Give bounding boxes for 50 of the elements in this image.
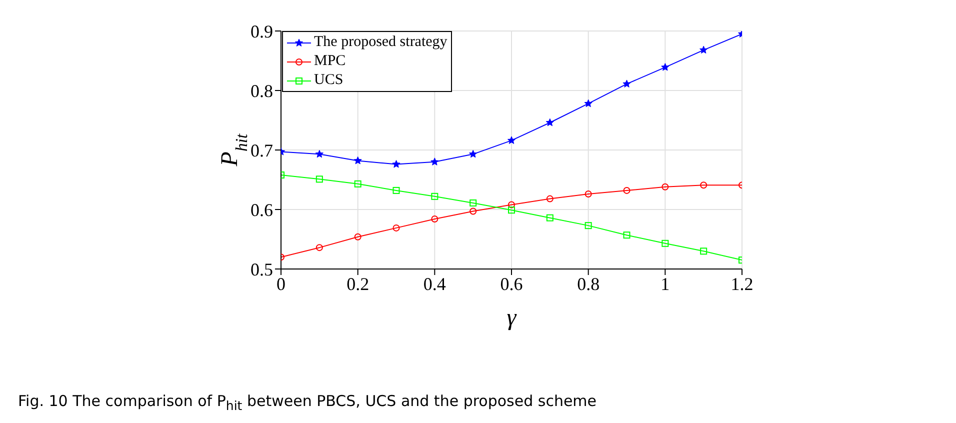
point <box>662 183 669 190</box>
point <box>584 222 592 230</box>
point <box>316 244 323 252</box>
point <box>546 214 554 222</box>
x-tick-label: 0.6 <box>500 274 523 294</box>
point <box>316 176 323 183</box>
point <box>700 248 708 255</box>
point <box>354 233 362 240</box>
point <box>354 180 362 188</box>
point <box>622 80 631 88</box>
y-tick-label: 0.8 <box>250 80 273 101</box>
point <box>623 186 630 194</box>
y-tick-label: 0.6 <box>250 200 273 220</box>
point <box>508 201 515 208</box>
point <box>470 208 477 215</box>
point <box>700 182 708 189</box>
point <box>470 199 477 206</box>
point <box>700 46 708 54</box>
x-tick-label: 1 <box>660 274 670 294</box>
point <box>430 158 439 166</box>
point <box>469 150 478 158</box>
point <box>507 136 516 144</box>
point <box>584 190 592 198</box>
x-axis-title: γ <box>506 305 517 331</box>
point <box>546 118 554 126</box>
legend-label: The proposed strategy <box>314 33 448 52</box>
point <box>315 150 324 158</box>
x-tick-label: 0.2 <box>346 274 370 294</box>
point <box>662 240 669 247</box>
x-tick-label: 0.4 <box>423 274 446 294</box>
point <box>584 99 592 108</box>
caption: Fig. 10 The comparison of P$_{hit}$ between PBCS, UCS and the proposed scheme <box>18 392 598 413</box>
point <box>508 206 515 214</box>
point <box>431 192 438 200</box>
x-tick-label: 1.2 <box>730 274 754 294</box>
point <box>431 216 438 223</box>
point <box>392 186 400 194</box>
point <box>623 232 630 239</box>
legend-label: MPC <box>314 52 346 71</box>
point <box>392 160 400 168</box>
y-tick-label: 0.9 <box>250 21 273 42</box>
x-tick-label: 0 <box>276 274 286 294</box>
y-tick-label: 0.7 <box>250 140 273 160</box>
y-tick-label: 0.5 <box>250 259 273 280</box>
x-tick-label: 0.8 <box>577 274 600 294</box>
legend-label: UCS <box>314 71 344 90</box>
point <box>546 195 554 202</box>
point <box>392 224 400 232</box>
point <box>354 156 362 164</box>
point <box>661 63 670 71</box>
